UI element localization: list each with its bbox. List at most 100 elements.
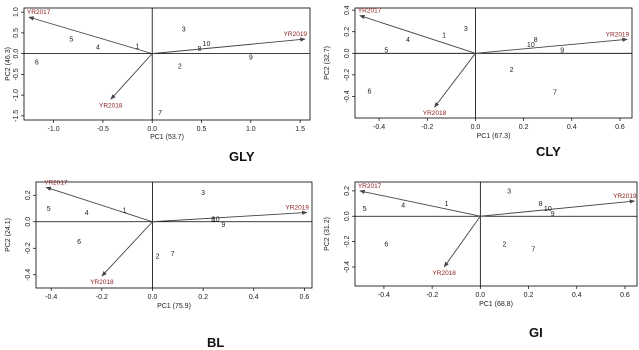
x-axis-label: PC1 (67.3) (477, 133, 511, 140)
x-tick-label: 0.5 (197, 126, 207, 133)
y-tick-label: -0.4 (344, 90, 351, 102)
panel-title-cly: CLY (536, 144, 561, 159)
y-axis-label: PC2 (32.7) (324, 46, 331, 80)
genotype-label-4: 4 (85, 210, 89, 217)
genotype-label-9: 9 (221, 222, 225, 229)
vector-label-yr2017: YR2017 (27, 9, 51, 16)
x-tick-label: 0.6 (300, 294, 310, 301)
vector-arrow-yr2017 (45, 186, 153, 223)
genotype-label-3: 3 (182, 27, 186, 34)
x-tick-label: 0.2 (519, 124, 529, 131)
genotype-label-2: 2 (502, 242, 506, 249)
vector-arrow-yr2019 (152, 210, 308, 223)
genotype-label-10: 10 (212, 217, 220, 224)
plot-frame (23, 7, 311, 121)
x-axis-label: PC1 (53.7) (150, 134, 184, 141)
genotype-label-3: 3 (201, 190, 205, 197)
panel-title-gi: GI (529, 325, 543, 340)
vector-arrow-yr2018 (434, 53, 476, 108)
x-tick-label: 0.0 (147, 126, 157, 133)
genotype-label-6: 6 (77, 239, 81, 246)
biplot-panel-gly: -1.0 -0.5 0.0 0.5 1.0 1.5 -1.5 -1.0 -0.5 0.0 0.5 1.… (0, 0, 319, 172)
y-tick-label: 0.0 (344, 48, 351, 58)
x-tick-label: 1.5 (295, 126, 305, 133)
x-tick-label: 0.0 (471, 124, 481, 131)
genotype-label-7: 7 (158, 110, 162, 117)
genotype-label-10: 10 (527, 42, 535, 49)
biplot-panel-gi: -0.4 -0.2 0.0 0.2 0.4 0.6 -0.4 -0.2 0.0 0.2 PC1 (6… (319, 172, 639, 349)
x-tick-label: 0.4 (567, 124, 577, 131)
genotype-label-1: 1 (445, 201, 449, 208)
y-tick-label: 0.0 (344, 211, 351, 221)
y-tick-label: -0.4 (25, 269, 32, 281)
y-tick-label: 0.2 (25, 190, 32, 200)
vector-arrow-yr2018 (101, 221, 153, 277)
x-tick-label: -0.4 (378, 292, 390, 299)
x-axis-label: PC1 (75.9) (157, 303, 191, 310)
genotype-label-2: 2 (178, 64, 182, 71)
genotype-label-7: 7 (531, 247, 535, 254)
vector-label-yr2018: YR2018 (432, 270, 456, 277)
genotype-label-9: 9 (560, 48, 564, 55)
genotype-label-5: 5 (69, 37, 73, 44)
genotype-label-1: 1 (135, 44, 139, 51)
vector-label-yr2018: YR2018 (423, 110, 447, 117)
genotype-label-6: 6 (367, 89, 371, 96)
genotype-label-3: 3 (464, 26, 468, 33)
genotype-label-4: 4 (406, 37, 410, 44)
plot-frame (35, 181, 313, 289)
x-tick-label: 0.4 (249, 294, 259, 301)
x-tick-label: -0.2 (96, 294, 108, 301)
biplot-svg-gi: -0.4 -0.2 0.0 0.2 0.4 0.6 -0.4 -0.2 0.0 0.2 PC1 (6… (324, 181, 638, 308)
y-tick-label: 0.0 (13, 49, 20, 59)
vector-arrow-yr2018 (110, 53, 153, 100)
y-tick-label: -1.5 (13, 110, 20, 122)
genotype-label-9: 9 (249, 54, 253, 61)
x-tick-label: -0.5 (97, 126, 109, 133)
vector-label-yr2017: YR2017 (44, 179, 68, 186)
genotype-label-1: 1 (442, 32, 446, 39)
x-tick-label: -0.2 (421, 124, 433, 131)
vector-label-yr2019: YR2019 (284, 31, 308, 38)
biplot-svg-gly: -1.0 -0.5 0.0 0.5 1.0 1.5 -1.5 -1.0 -0.5 0.0 0.5 1.… (5, 7, 311, 141)
genotype-label-7: 7 (171, 251, 175, 258)
panel-title-bl: BL (207, 335, 225, 350)
x-axis-label: PC1 (68.8) (479, 301, 513, 308)
vector-arrow-yr2017 (359, 15, 476, 54)
x-tick-label: 0.6 (615, 124, 625, 131)
genotype-label-8: 8 (211, 217, 215, 224)
panel-title-gly: GLY (229, 149, 255, 164)
y-tick-label: -0.5 (13, 68, 20, 80)
genotype-label-8: 8 (539, 201, 543, 208)
plot-frame (354, 7, 633, 119)
y-tick-label: -0.2 (344, 69, 351, 81)
y-tick-label: 0.2 (344, 27, 351, 37)
y-tick-label: 0.0 (25, 217, 32, 227)
genotype-label-1: 1 (123, 207, 127, 214)
biplot-svg-bl: -0.4 -0.2 0.0 0.2 0.4 0.6 -0.4 -0.2 0.0 0.2 PC1 (7… (5, 179, 313, 310)
x-tick-label: -0.4 (45, 294, 57, 301)
vector-label-yr2019: YR2019 (285, 204, 309, 211)
genotype-label-5: 5 (384, 48, 388, 55)
genotype-label-8: 8 (534, 37, 538, 44)
biplot-panel-bl: -0.4 -0.2 0.0 0.2 0.4 0.6 -0.4 -0.2 0.0 0.2 PC1 (7… (0, 172, 319, 350)
vector-label-yr2019: YR2019 (613, 193, 637, 200)
y-axis-label: PC2 (24.1) (5, 218, 12, 252)
genotype-label-7: 7 (553, 90, 557, 97)
genotype-label-10: 10 (203, 41, 211, 48)
y-tick-label: 0.5 (13, 28, 20, 38)
genotype-label-5: 5 (47, 206, 51, 213)
genotype-label-2: 2 (510, 67, 514, 74)
x-tick-label: 0.4 (572, 292, 582, 299)
x-tick-label: 0.0 (475, 292, 485, 299)
y-tick-label: 0.4 (344, 5, 351, 15)
vector-label-yr2019: YR2019 (606, 31, 630, 38)
y-tick-label: 1.0 (13, 7, 20, 17)
y-tick-label: -0.4 (344, 261, 351, 273)
y-tick-label: 0.2 (344, 186, 351, 196)
y-tick-label: -0.2 (344, 235, 351, 247)
x-tick-label: -0.4 (373, 124, 385, 131)
biplot-panel-cly: -0.4 -0.2 0.0 0.2 0.4 0.6 -0.4 -0.2 0.0 0.2 0.4 PC1… (319, 0, 639, 172)
genotype-label-3: 3 (507, 188, 511, 195)
x-tick-label: 0.0 (148, 294, 158, 301)
